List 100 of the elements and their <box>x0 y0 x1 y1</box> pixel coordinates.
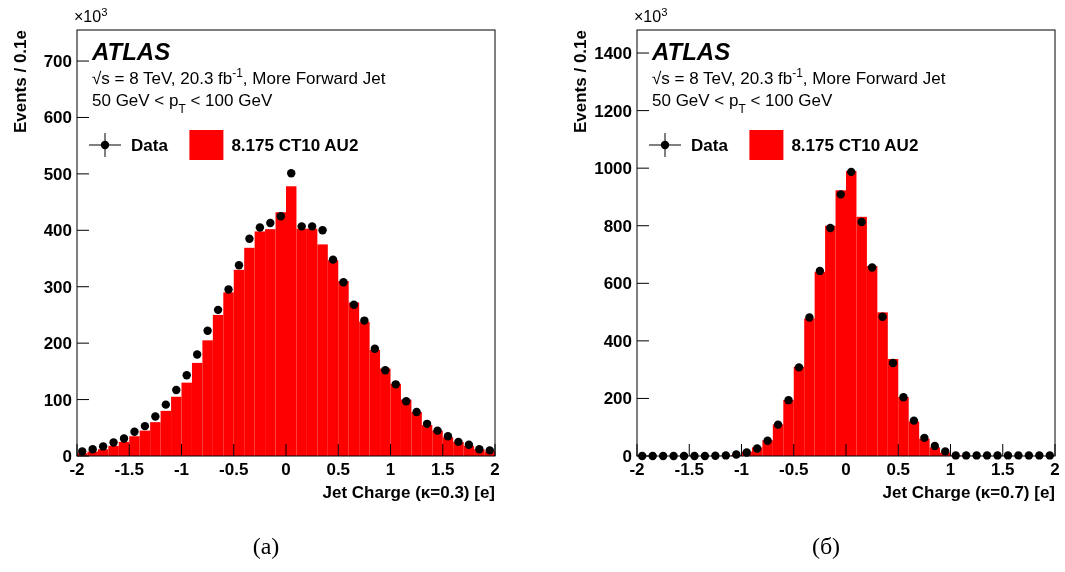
point <box>422 419 432 429</box>
point <box>433 426 442 435</box>
x-tick-label: -2 <box>629 460 645 479</box>
point <box>109 438 118 447</box>
point <box>878 312 887 321</box>
annotation: √s = 8 TeV, 20.3 fb$^{-1}$, More Forward Jet <box>92 66 386 88</box>
point <box>391 380 400 389</box>
x-tick-label: 2 <box>490 460 500 479</box>
x-tick-label: -0.5 <box>219 460 249 479</box>
text: (б) <box>811 533 841 559</box>
point <box>815 266 825 276</box>
y-tick-label: 600 <box>603 274 632 294</box>
legend-label: 8.175 CT10 AU2 <box>791 136 919 155</box>
x-tick-label: 0 <box>281 460 291 479</box>
point <box>78 447 87 456</box>
point <box>847 167 856 177</box>
x-tick-label: -1.5 <box>114 460 144 479</box>
x-tick-label: 0.5 <box>886 460 911 479</box>
y-tick-label: 400 <box>603 331 632 351</box>
y-axis-title: Events / 0.1e <box>571 30 590 134</box>
annotation: ATLAS <box>651 38 731 65</box>
point <box>360 316 369 325</box>
y-tick-label: 1000 <box>594 159 632 179</box>
point <box>151 412 160 421</box>
x-tick-label: 1 <box>385 460 396 479</box>
point <box>899 393 908 402</box>
y-tick-label: 600 <box>43 108 72 128</box>
annotation: 50 GeV < p$_{T}$ < 100 GeV <box>652 91 833 116</box>
y-axis-title: Events / 0.1e <box>11 30 30 134</box>
point <box>857 217 866 227</box>
annotation: √s = 8 TeV, 20.3 fb$^{-1}$, More Forward Jet <box>652 66 946 88</box>
point <box>920 433 929 443</box>
point <box>412 407 421 417</box>
point <box>888 358 898 368</box>
annotation: ATLAS <box>91 38 171 65</box>
point <box>475 445 484 454</box>
x-axis-title: Jet Charge (κ=0.7) [e] <box>882 483 1055 502</box>
x-tick-label: -0.5 <box>779 460 809 479</box>
point <box>88 445 97 454</box>
point <box>276 212 285 221</box>
point <box>224 285 233 294</box>
y-tick-label: 0 <box>622 447 632 466</box>
point <box>255 223 265 232</box>
y-tick-label: 200 <box>43 334 72 354</box>
point <box>454 437 463 447</box>
point <box>941 447 950 456</box>
point <box>339 278 348 287</box>
point <box>773 420 783 429</box>
point <box>805 313 814 322</box>
point <box>307 222 317 231</box>
point <box>328 255 338 264</box>
y-tick-label: 1400 <box>594 44 632 64</box>
point <box>836 190 845 199</box>
point <box>266 218 275 228</box>
point <box>140 421 150 431</box>
x-tick-label: -2 <box>69 460 85 479</box>
x-tick-label: 2 <box>1050 460 1060 479</box>
point <box>130 427 139 436</box>
y-tick-label: 400 <box>43 221 72 241</box>
x-tick-label: -1.5 <box>674 460 704 479</box>
x-tick-label: -1 <box>173 460 190 479</box>
point <box>234 261 244 270</box>
legend-label: 8.175 CT10 AU2 <box>231 136 359 155</box>
point <box>370 344 380 353</box>
point <box>930 441 940 451</box>
y-tick-label: 0 <box>62 447 72 466</box>
y-tick-label: 300 <box>43 277 72 297</box>
point <box>485 446 494 455</box>
point <box>763 436 772 445</box>
point <box>287 169 296 178</box>
point <box>826 223 835 233</box>
point <box>161 400 171 409</box>
x-tick-label: 1.5 <box>430 460 455 479</box>
point <box>867 263 877 272</box>
point <box>443 432 453 441</box>
x-axis-title: Jet Charge (κ=0.3) [e] <box>322 483 495 502</box>
x-tick-label: 0 <box>841 460 851 479</box>
x-tick-label: 1 <box>945 460 956 479</box>
point <box>245 234 254 243</box>
point <box>297 222 306 231</box>
point <box>784 395 793 405</box>
point <box>213 305 223 315</box>
y-tick-label: 700 <box>43 52 72 72</box>
point <box>182 371 191 380</box>
point <box>794 363 804 372</box>
point <box>172 385 181 395</box>
legend-label: Data <box>131 136 169 155</box>
x-tick-label: 1.5 <box>990 460 1015 479</box>
point <box>192 350 202 359</box>
y-tick-label: 100 <box>43 390 72 410</box>
point <box>98 442 108 451</box>
x-tick-label: 0.5 <box>326 460 351 479</box>
y-tick-label: 500 <box>43 164 72 184</box>
y-tick-label: 200 <box>603 389 632 409</box>
point <box>401 397 411 406</box>
point <box>349 300 359 309</box>
point <box>318 226 327 235</box>
point <box>381 366 390 375</box>
text: ×10$^{3}$ <box>74 6 108 25</box>
point <box>119 434 129 443</box>
